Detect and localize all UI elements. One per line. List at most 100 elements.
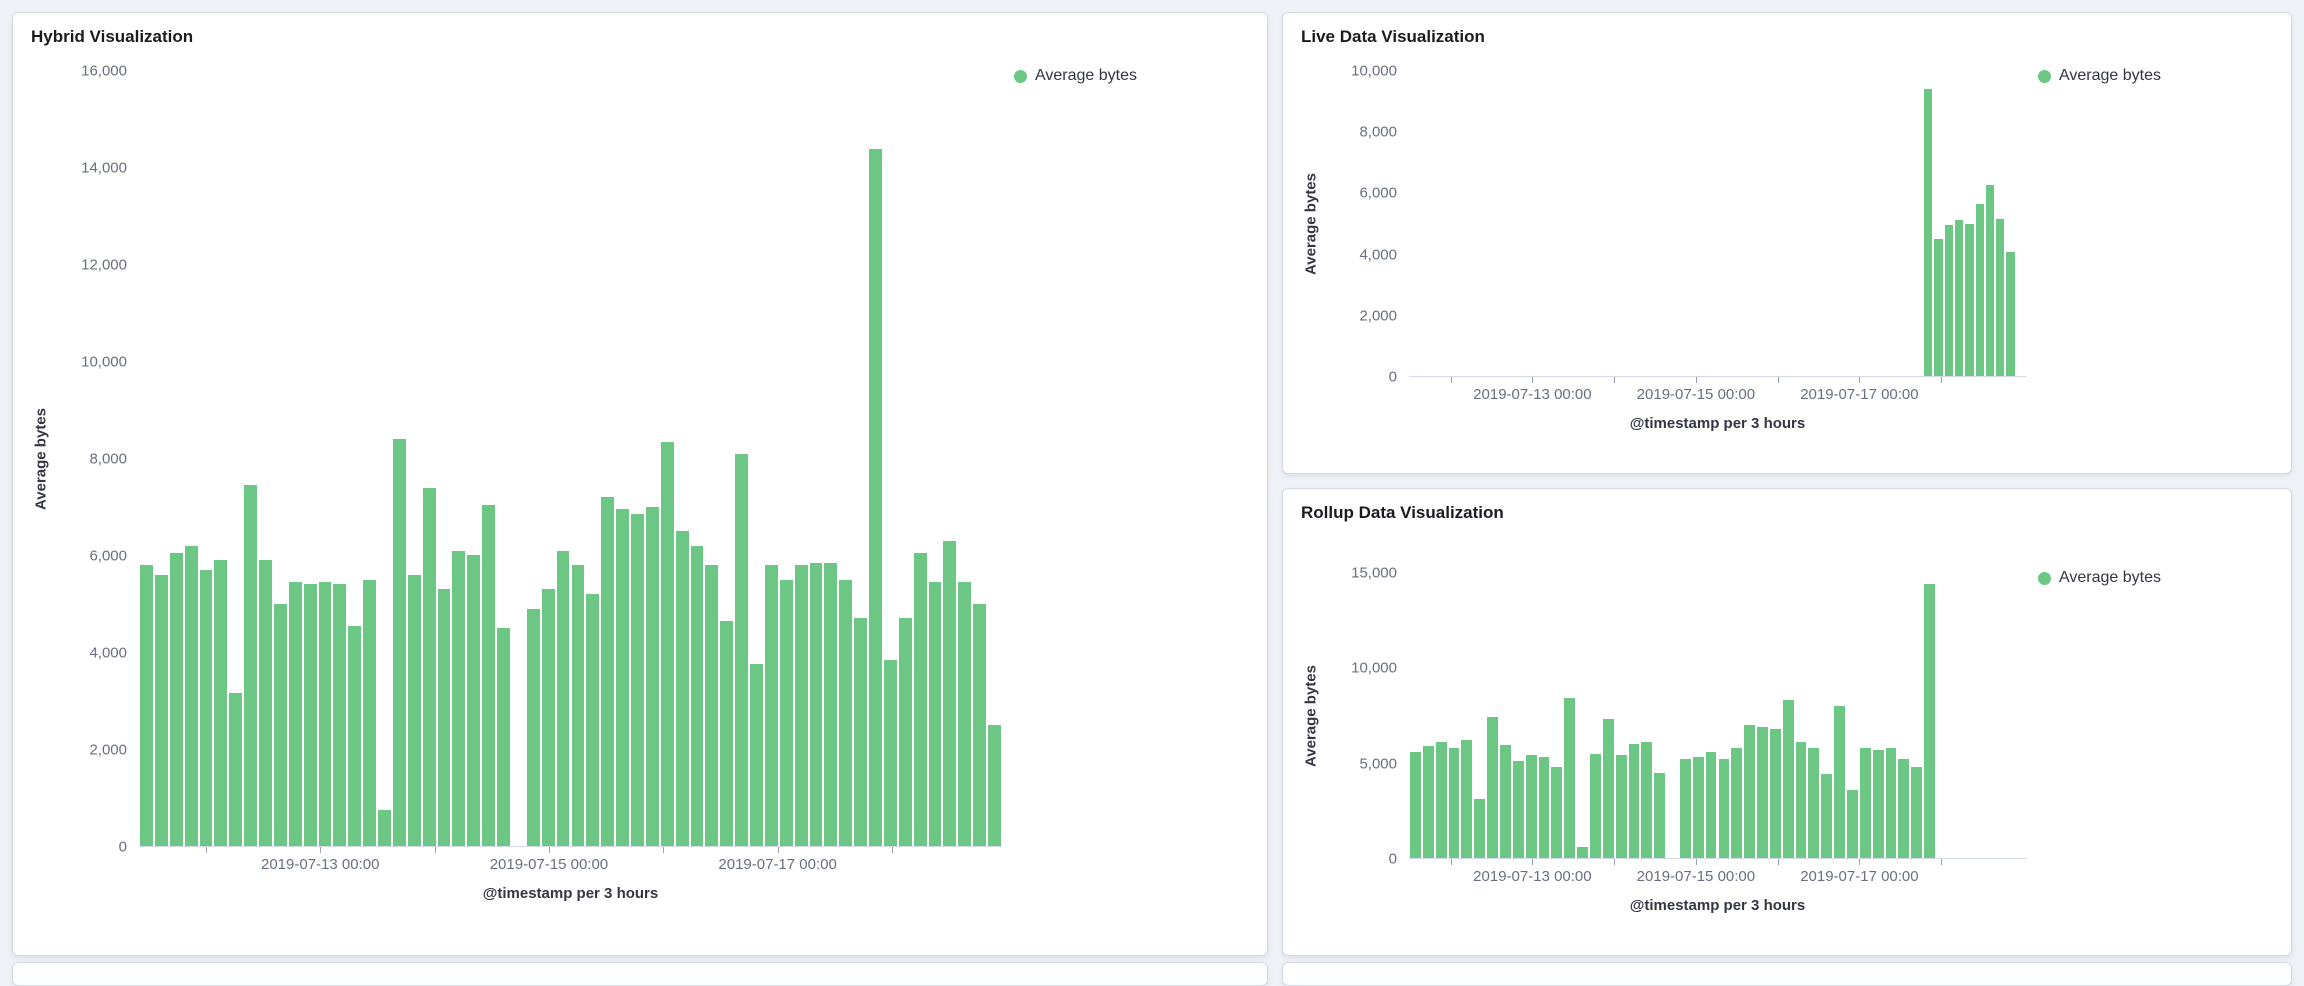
bar[interactable]	[735, 453, 749, 846]
bar[interactable]	[259, 560, 272, 846]
bar[interactable]	[407, 574, 421, 846]
bar[interactable]	[690, 545, 704, 846]
bar[interactable]	[169, 552, 183, 846]
bar[interactable]	[1461, 740, 1473, 858]
bar[interactable]	[1628, 744, 1640, 858]
bar[interactable]	[1602, 719, 1614, 858]
bar[interactable]	[1944, 225, 1953, 376]
bar[interactable]	[1808, 747, 1820, 858]
bar[interactable]	[809, 562, 823, 846]
legend-item-average-bytes[interactable]: Average bytes	[1002, 67, 1257, 85]
bar[interactable]	[333, 584, 347, 846]
bar[interactable]	[928, 582, 942, 846]
bar[interactable]	[1435, 742, 1447, 858]
bar[interactable]	[1564, 698, 1576, 858]
bar[interactable]	[363, 579, 377, 846]
bar[interactable]	[913, 552, 927, 846]
bar[interactable]	[750, 664, 763, 846]
bar[interactable]	[199, 569, 213, 846]
bar[interactable]	[764, 565, 778, 846]
bar[interactable]	[541, 589, 555, 846]
bar[interactable]	[869, 148, 882, 846]
bar[interactable]	[794, 565, 808, 846]
bar[interactable]	[660, 441, 674, 846]
bar[interactable]	[214, 560, 228, 846]
bar[interactable]	[1821, 774, 1833, 858]
bar[interactable]	[1898, 759, 1910, 858]
bar[interactable]	[1487, 717, 1498, 858]
bar[interactable]	[645, 506, 659, 846]
bar[interactable]	[973, 603, 987, 846]
bar[interactable]	[1911, 766, 1923, 858]
bar[interactable]	[839, 579, 853, 846]
bar[interactable]	[140, 565, 153, 846]
bar[interactable]	[1718, 759, 1730, 858]
bar[interactable]	[571, 565, 585, 846]
bar[interactable]	[318, 582, 332, 846]
bar[interactable]	[898, 618, 912, 846]
bar[interactable]	[1692, 757, 1704, 858]
bar[interactable]	[1448, 747, 1460, 858]
bar[interactable]	[1499, 744, 1511, 858]
bar[interactable]	[1934, 238, 1943, 376]
bar[interactable]	[1795, 742, 1807, 858]
bar[interactable]	[824, 562, 838, 846]
bar[interactable]	[1769, 728, 1781, 858]
bar[interactable]	[1955, 220, 1964, 376]
bar[interactable]	[288, 582, 302, 846]
bar[interactable]	[586, 594, 600, 846]
bar[interactable]	[1551, 766, 1563, 858]
bar[interactable]	[1525, 755, 1537, 858]
bar[interactable]	[1705, 751, 1717, 858]
bar[interactable]	[601, 497, 615, 846]
bar[interactable]	[1654, 772, 1666, 858]
bar[interactable]	[1985, 185, 1995, 376]
bar[interactable]	[883, 659, 897, 846]
bar[interactable]	[988, 724, 1001, 846]
bar[interactable]	[854, 618, 868, 846]
bar[interactable]	[1679, 759, 1691, 858]
bar[interactable]	[1577, 846, 1588, 858]
bar[interactable]	[1885, 747, 1897, 858]
bar[interactable]	[378, 809, 391, 846]
bar[interactable]	[1847, 789, 1858, 858]
bar[interactable]	[1859, 747, 1871, 858]
bar[interactable]	[1834, 706, 1846, 858]
bar[interactable]	[1996, 218, 2005, 376]
bar[interactable]	[1872, 749, 1884, 858]
bar[interactable]	[1782, 700, 1794, 858]
bar[interactable]	[1731, 747, 1743, 858]
bar[interactable]	[631, 514, 644, 846]
legend-item-average-bytes[interactable]: Average bytes	[2026, 67, 2281, 85]
bar[interactable]	[1641, 742, 1653, 858]
bar[interactable]	[303, 584, 317, 846]
bar[interactable]	[184, 545, 198, 846]
bar[interactable]	[1474, 799, 1486, 858]
bar[interactable]	[244, 485, 258, 846]
bar[interactable]	[556, 550, 570, 846]
bar[interactable]	[422, 487, 436, 846]
bar[interactable]	[526, 608, 540, 846]
bar[interactable]	[154, 574, 168, 846]
bar[interactable]	[1422, 745, 1434, 858]
bar[interactable]	[1965, 223, 1974, 376]
bar[interactable]	[943, 540, 957, 846]
bar[interactable]	[467, 555, 481, 846]
bar[interactable]	[437, 589, 451, 846]
bar[interactable]	[705, 565, 719, 846]
bar[interactable]	[1924, 89, 1933, 376]
bar[interactable]	[348, 625, 362, 846]
bar[interactable]	[2006, 252, 2015, 376]
bar[interactable]	[497, 628, 510, 846]
bar[interactable]	[958, 582, 972, 846]
bar[interactable]	[392, 439, 406, 846]
bar[interactable]	[779, 579, 793, 846]
bar[interactable]	[229, 693, 243, 846]
legend-item-average-bytes[interactable]: Average bytes	[2026, 569, 2281, 587]
bar[interactable]	[452, 550, 466, 846]
bar[interactable]	[1924, 584, 1935, 858]
bar[interactable]	[1615, 755, 1627, 858]
bar[interactable]	[720, 620, 734, 846]
bar[interactable]	[1512, 761, 1524, 858]
bar[interactable]	[1589, 753, 1601, 858]
